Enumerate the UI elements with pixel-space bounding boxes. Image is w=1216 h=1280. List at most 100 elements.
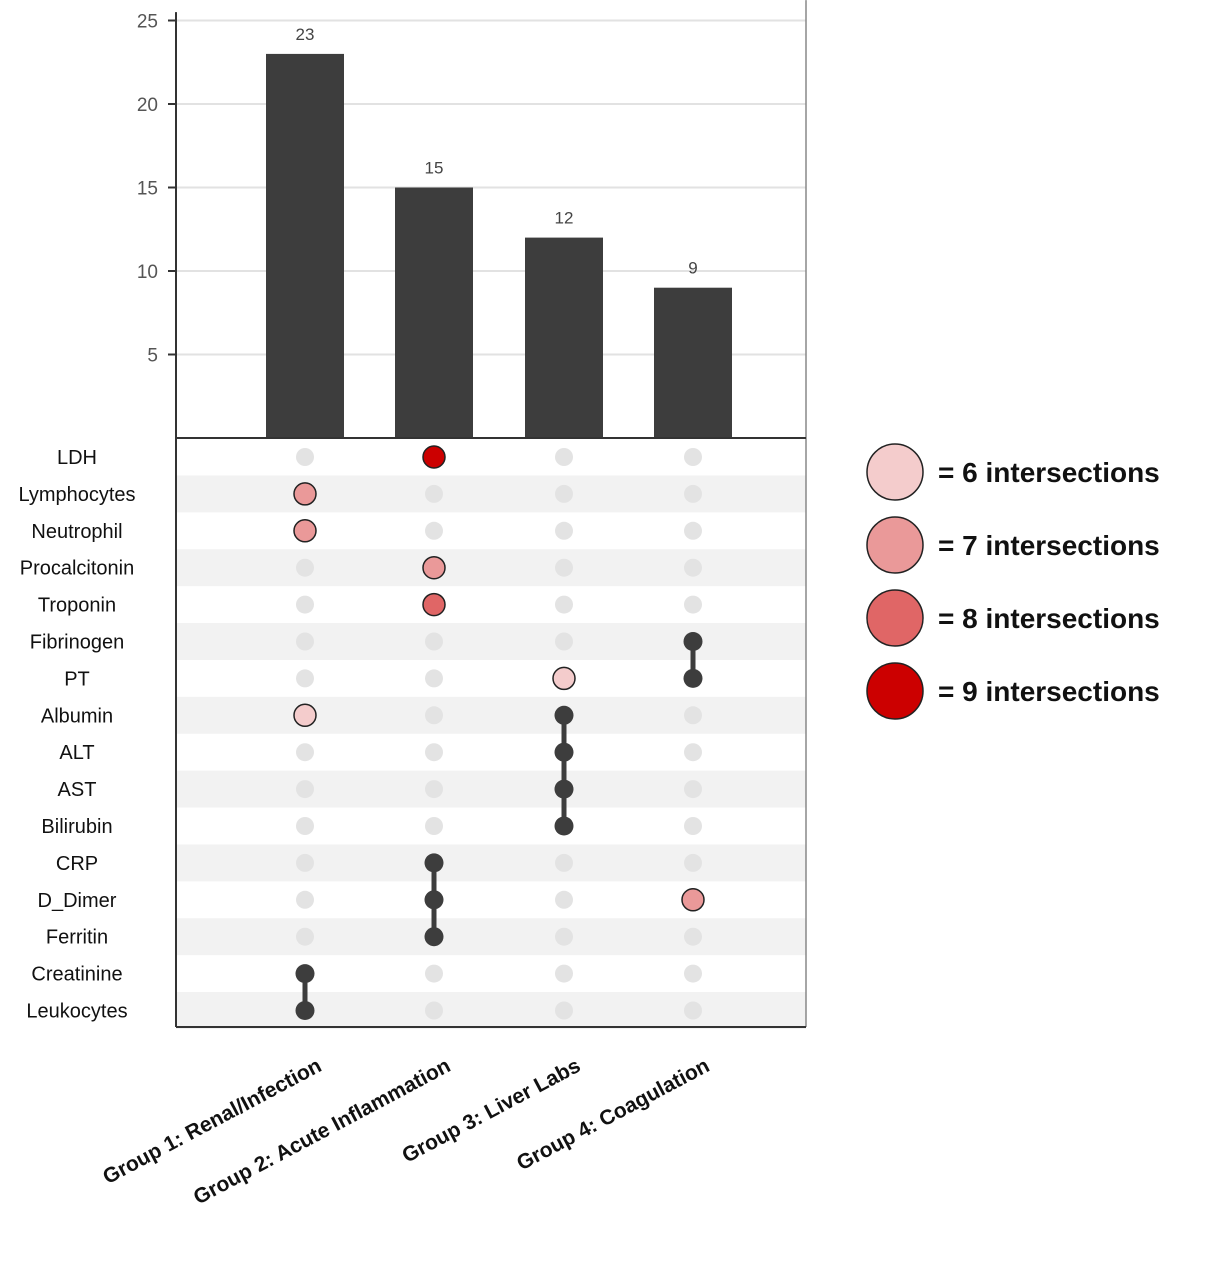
set-label: Neutrophil bbox=[31, 521, 122, 543]
empty-dot bbox=[555, 853, 573, 872]
empty-dot bbox=[684, 558, 702, 577]
matrix-row-stripe bbox=[176, 549, 806, 587]
y-tick-label: 25 bbox=[137, 12, 158, 33]
member-dot bbox=[295, 964, 315, 984]
empty-dot bbox=[555, 632, 573, 651]
member-dot bbox=[424, 853, 444, 873]
set-label: Creatinine bbox=[31, 964, 122, 986]
empty-dot bbox=[296, 448, 314, 466]
empty-dot bbox=[684, 817, 702, 835]
bar-value-label: 23 bbox=[296, 25, 315, 44]
y-tick-label: 10 bbox=[137, 262, 158, 283]
matrix-row-stripe bbox=[176, 770, 806, 808]
empty-dot bbox=[684, 1001, 702, 1020]
member-dot bbox=[554, 742, 574, 762]
empty-dot bbox=[425, 780, 443, 799]
set-label: Albumin bbox=[41, 705, 113, 727]
empty-dot bbox=[684, 743, 702, 762]
empty-dot bbox=[425, 743, 443, 762]
empty-dot bbox=[555, 521, 573, 540]
set-label: PT bbox=[64, 668, 90, 690]
bar bbox=[395, 187, 473, 438]
empty-dot bbox=[684, 927, 702, 946]
empty-dot bbox=[555, 448, 573, 466]
empty-dot bbox=[296, 558, 314, 577]
intersection-dot-7 bbox=[293, 482, 317, 506]
empty-dot bbox=[296, 669, 314, 688]
intersection-dot-7 bbox=[293, 519, 317, 543]
intersection-dot-6 bbox=[552, 666, 576, 691]
empty-dot bbox=[296, 780, 314, 799]
y-tick-label: 5 bbox=[147, 346, 158, 367]
empty-dot bbox=[296, 853, 314, 872]
bar-value-label: 12 bbox=[555, 209, 574, 228]
set-label: Procalcitonin bbox=[20, 558, 135, 580]
matrix-row-stripe bbox=[176, 696, 806, 734]
set-label: Troponin bbox=[38, 595, 116, 617]
empty-dot bbox=[296, 595, 314, 614]
matrix-row-stripe bbox=[176, 992, 806, 1029]
matrix-row-stripe bbox=[176, 844, 806, 882]
matrix-row-stripe bbox=[176, 623, 806, 660]
member-dot bbox=[554, 779, 574, 799]
intersection-dot-6 bbox=[293, 703, 317, 728]
matrix-row-stripe bbox=[176, 475, 806, 513]
matrix-row-stripe bbox=[176, 918, 806, 956]
empty-dot bbox=[296, 927, 314, 946]
empty-dot bbox=[684, 706, 702, 725]
set-label: LDH bbox=[57, 447, 97, 469]
set-label: Fibrinogen bbox=[30, 632, 125, 654]
legend-swatch-7 bbox=[866, 516, 924, 574]
legend-label: = 8 intersections bbox=[938, 603, 1160, 634]
intersection-dot-7 bbox=[681, 888, 705, 912]
set-label: Ferritin bbox=[46, 927, 108, 949]
empty-dot bbox=[555, 595, 573, 614]
empty-dot bbox=[555, 484, 573, 503]
empty-dot bbox=[296, 743, 314, 762]
empty-dot bbox=[684, 521, 702, 540]
bar bbox=[525, 237, 603, 438]
legend-swatch-9 bbox=[866, 662, 924, 720]
set-label: ALT bbox=[59, 742, 94, 764]
member-dot bbox=[683, 632, 703, 651]
group-label: Group 1: Renal/Infection bbox=[99, 1054, 325, 1189]
empty-dot bbox=[555, 927, 573, 946]
set-label: Lymphocytes bbox=[18, 484, 135, 506]
set-label: CRP bbox=[56, 853, 98, 875]
member-dot bbox=[554, 705, 574, 725]
set-label: Leukocytes bbox=[26, 1001, 127, 1023]
empty-dot bbox=[296, 817, 314, 835]
y-tick-label: 15 bbox=[137, 179, 158, 200]
intersection-dot-7 bbox=[422, 555, 446, 580]
set-label: D_Dimer bbox=[38, 890, 117, 912]
empty-dot bbox=[555, 890, 573, 909]
member-dot bbox=[683, 668, 703, 688]
empty-dot bbox=[425, 484, 443, 503]
empty-dot bbox=[296, 632, 314, 651]
empty-dot bbox=[425, 706, 443, 725]
y-tick-label: 20 bbox=[137, 95, 158, 116]
empty-dot bbox=[684, 595, 702, 614]
intersection-dot-8 bbox=[422, 592, 446, 617]
legend-label: = 6 intersections bbox=[938, 457, 1160, 488]
empty-dot bbox=[684, 853, 702, 872]
set-label: AST bbox=[58, 779, 97, 801]
empty-dot bbox=[425, 632, 443, 651]
empty-dot bbox=[425, 964, 443, 983]
empty-dot bbox=[555, 558, 573, 577]
legend-swatch-8 bbox=[866, 589, 924, 647]
empty-dot bbox=[684, 964, 702, 983]
empty-dot bbox=[684, 448, 702, 466]
empty-dot bbox=[555, 1001, 573, 1020]
bar-value-label: 9 bbox=[688, 259, 697, 278]
empty-dot bbox=[425, 669, 443, 688]
empty-dot bbox=[425, 817, 443, 835]
set-label: Bilirubin bbox=[41, 816, 112, 838]
legend-label: = 9 intersections bbox=[938, 676, 1160, 707]
member-dot bbox=[295, 1001, 315, 1020]
empty-dot bbox=[555, 964, 573, 983]
group-label: Group 2: Acute Inflammation bbox=[190, 1054, 455, 1209]
bar-value-label: 15 bbox=[425, 159, 444, 178]
empty-dot bbox=[296, 890, 314, 909]
